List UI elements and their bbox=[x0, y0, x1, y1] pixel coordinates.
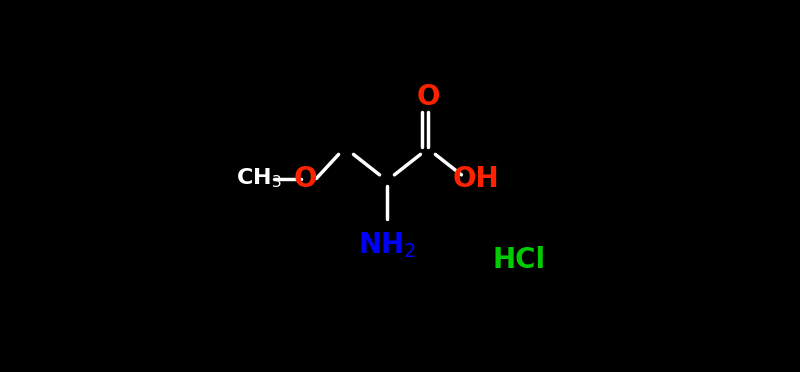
Text: HCl: HCl bbox=[493, 246, 546, 275]
Text: NH$_2$: NH$_2$ bbox=[358, 231, 416, 260]
Text: O: O bbox=[416, 83, 440, 111]
Text: CH$_3$: CH$_3$ bbox=[236, 167, 282, 190]
Text: OH: OH bbox=[453, 164, 499, 193]
Text: O: O bbox=[294, 164, 317, 193]
